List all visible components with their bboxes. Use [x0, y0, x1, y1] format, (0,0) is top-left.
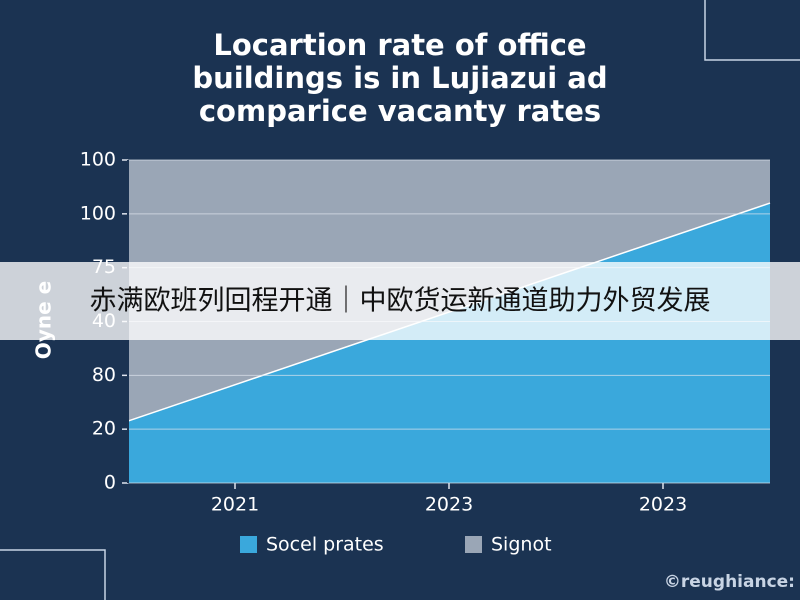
watermark: ©reughiance: — [664, 572, 795, 592]
x-tick-label: 2023 — [639, 494, 687, 516]
corner-decoration — [0, 549, 106, 600]
x-tick-label: 2021 — [211, 494, 259, 516]
y-tick-label: 20 — [92, 418, 116, 440]
y-tick-label: 100 — [80, 202, 116, 224]
legend-label: Signot — [491, 534, 552, 556]
chart-title: buildings is in Lujiazui ad — [192, 61, 607, 95]
legend-swatch — [465, 536, 482, 553]
legend-swatch — [240, 536, 257, 553]
banner — [0, 262, 800, 340]
y-tick-label: 100 — [80, 149, 116, 171]
corner-decoration — [704, 0, 800, 61]
chart-title: Locartion rate of office — [213, 28, 586, 62]
x-tick-label: 2023 — [425, 494, 473, 516]
y-tick-label: 80 — [92, 364, 116, 386]
y-tick-label: 0 — [104, 472, 116, 494]
chart-title: comparice vacanty rates — [199, 94, 601, 128]
legend-label: Socel prates — [266, 534, 384, 556]
banner-text: 赤满欧班列回程开通｜中欧货运新通道助力外贸发展 — [90, 286, 711, 317]
